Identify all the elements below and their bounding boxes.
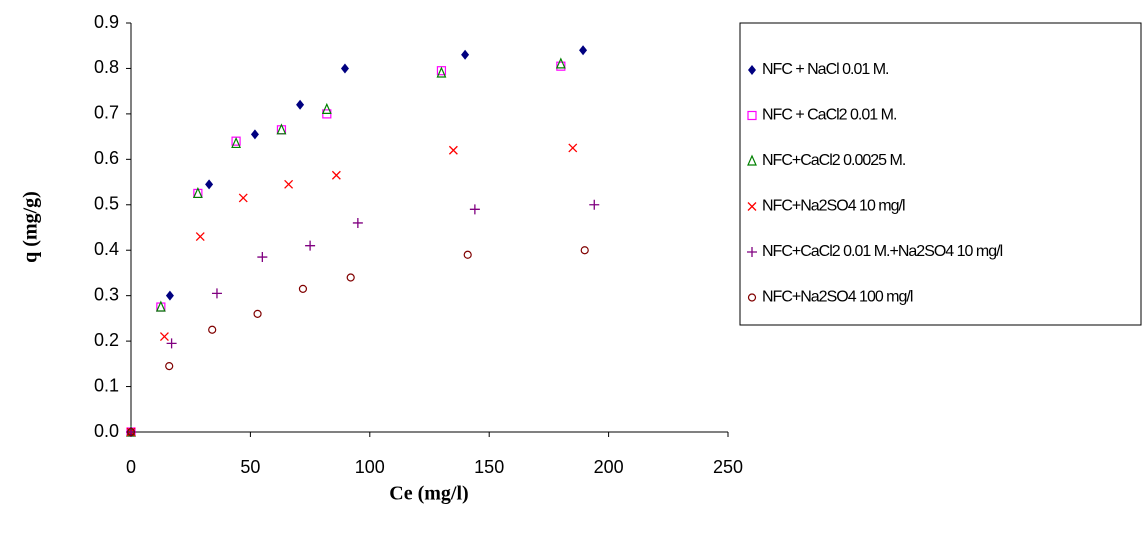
- data-point: [155, 300, 166, 312]
- data-point: [340, 63, 349, 74]
- data-point: [195, 232, 205, 242]
- x-tick-label: 200: [594, 457, 624, 477]
- x-tick-label: 150: [474, 457, 504, 477]
- x-axis-title: Ce (mg/l): [389, 483, 468, 505]
- data-point: [231, 136, 241, 149]
- data-point: [568, 143, 578, 153]
- data-point: [165, 290, 174, 301]
- y-tick-label: 0.3: [94, 284, 119, 304]
- data-point: [250, 129, 259, 140]
- data-point: [165, 362, 174, 371]
- data-point: [166, 338, 177, 349]
- legend-marker: [747, 247, 757, 257]
- y-tick-label: 0.8: [94, 57, 119, 77]
- y-tick-label: 0.9: [94, 12, 119, 32]
- x-tick-label: 100: [355, 457, 385, 477]
- data-point: [580, 246, 589, 255]
- data-point: [556, 61, 566, 71]
- data-point: [276, 123, 287, 135]
- data-point: [253, 309, 262, 318]
- data-point: [298, 284, 308, 293]
- legend-box: [739, 22, 1142, 326]
- legend-label: NFC + CaCl2 0.01 M.: [762, 107, 896, 124]
- data-point: [192, 186, 203, 199]
- x-tick-label: 250: [713, 457, 743, 477]
- legend-marker: [747, 202, 757, 211]
- data-point: [579, 45, 588, 56]
- data-point: [461, 49, 470, 60]
- data-point: [205, 179, 214, 190]
- legend-label: NFC+Na2SO4 100 mg/l: [762, 289, 913, 306]
- data-point: [555, 57, 566, 69]
- x-tick-label: 0: [126, 457, 136, 477]
- data-point: [463, 250, 472, 259]
- data-point: [208, 325, 217, 334]
- legend-label: NFC+CaCl2 0.0025 M.: [762, 152, 905, 169]
- data-point: [296, 99, 305, 110]
- legend-label: NFC + NaCl 0.01 M.: [762, 61, 888, 78]
- y-axis-title: q (mg/g): [20, 191, 42, 263]
- y-tick-label: 0.4: [94, 239, 119, 259]
- data-point: [589, 199, 600, 210]
- legend-label: NFC+Na2SO4 10 mg/l: [762, 198, 905, 215]
- data-point: [126, 427, 136, 437]
- legend-marker: [748, 65, 756, 75]
- data-point: [331, 170, 341, 180]
- data-point: [321, 102, 332, 114]
- legend-marker: [747, 110, 757, 121]
- legend-label: NFC+CaCl2 0.01 M.+Na2SO4 10 mg/l: [762, 243, 1003, 260]
- data-point: [257, 252, 268, 263]
- x-tick-label: 50: [240, 457, 260, 477]
- data-point: [238, 193, 248, 203]
- y-tick-label: 0.1: [94, 375, 119, 395]
- y-tick-label: 0.7: [94, 103, 119, 123]
- data-point: [352, 217, 363, 228]
- data-point: [284, 179, 294, 189]
- legend-marker: [747, 293, 757, 302]
- legend-marker: [747, 154, 757, 166]
- data-point: [448, 145, 458, 155]
- data-point: [305, 240, 316, 251]
- data-point: [159, 332, 169, 342]
- data-point: [436, 66, 447, 78]
- y-tick-label: 0.6: [94, 148, 119, 168]
- data-point: [211, 288, 222, 299]
- y-tick-label: 0.5: [94, 194, 119, 214]
- data-point: [346, 273, 355, 282]
- y-tick-label: 0.0: [94, 421, 119, 441]
- y-tick-label: 0.2: [94, 330, 119, 350]
- data-point: [469, 204, 480, 215]
